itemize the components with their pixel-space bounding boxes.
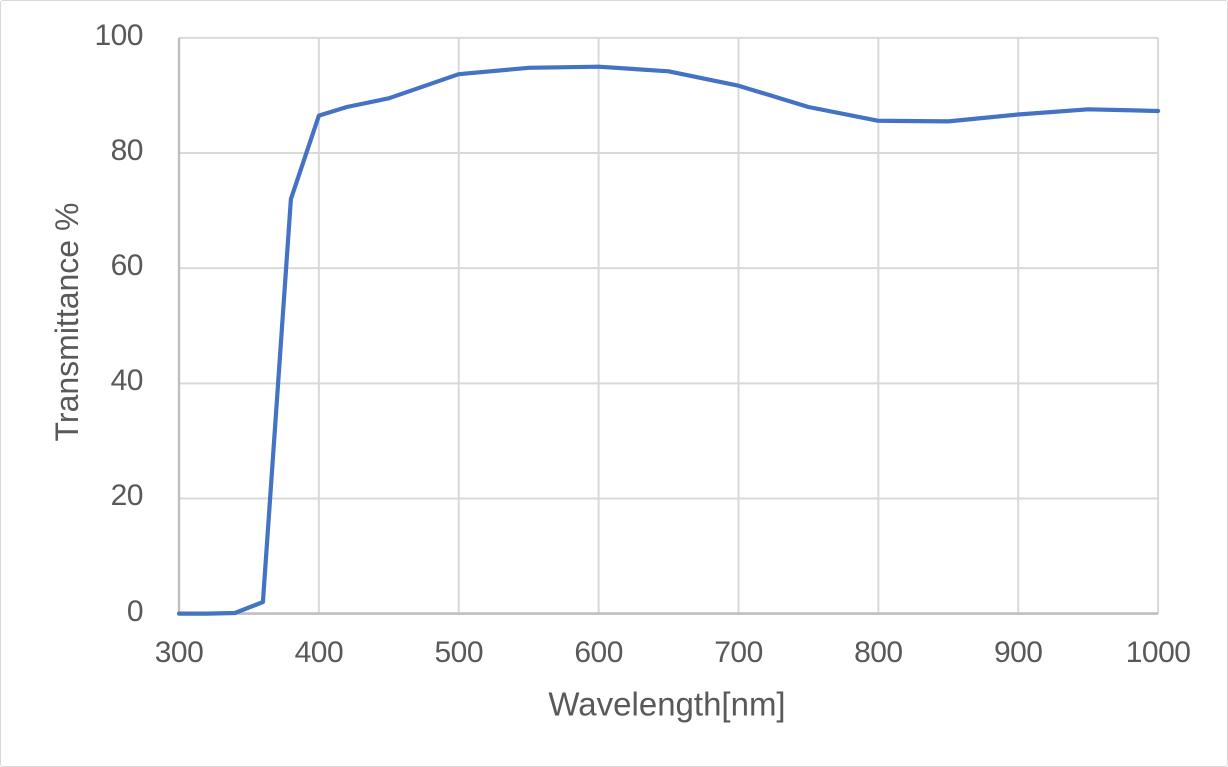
x-axis-title: Wavelength[nm]	[548, 685, 786, 723]
y-tick-label-100: 100	[94, 18, 143, 52]
x-tick-label-400: 400	[294, 636, 344, 669]
transmittance-line	[176, 64, 1161, 616]
x-tick-label-800: 800	[854, 636, 903, 669]
axis-lines	[177, 37, 1159, 615]
x-tick-label-700: 700	[714, 636, 763, 669]
x-tick-label-500: 500	[434, 636, 484, 669]
y-axis-title: Transmittance %	[49, 202, 85, 442]
y-tick-label-40: 40	[110, 364, 144, 398]
x-tick-label-900: 900	[993, 636, 1043, 669]
y-tick-label-0: 0	[126, 594, 144, 628]
x-tick-label-1000: 1000	[1125, 636, 1191, 669]
y-tick-label-60: 60	[110, 249, 144, 283]
y-tick-label-80: 80	[110, 134, 144, 168]
y-tick-label-20: 20	[110, 479, 144, 513]
x-tick-label-600: 600	[574, 636, 623, 669]
gridlines	[179, 36, 1160, 614]
x-tick-label-300: 300	[154, 636, 204, 669]
